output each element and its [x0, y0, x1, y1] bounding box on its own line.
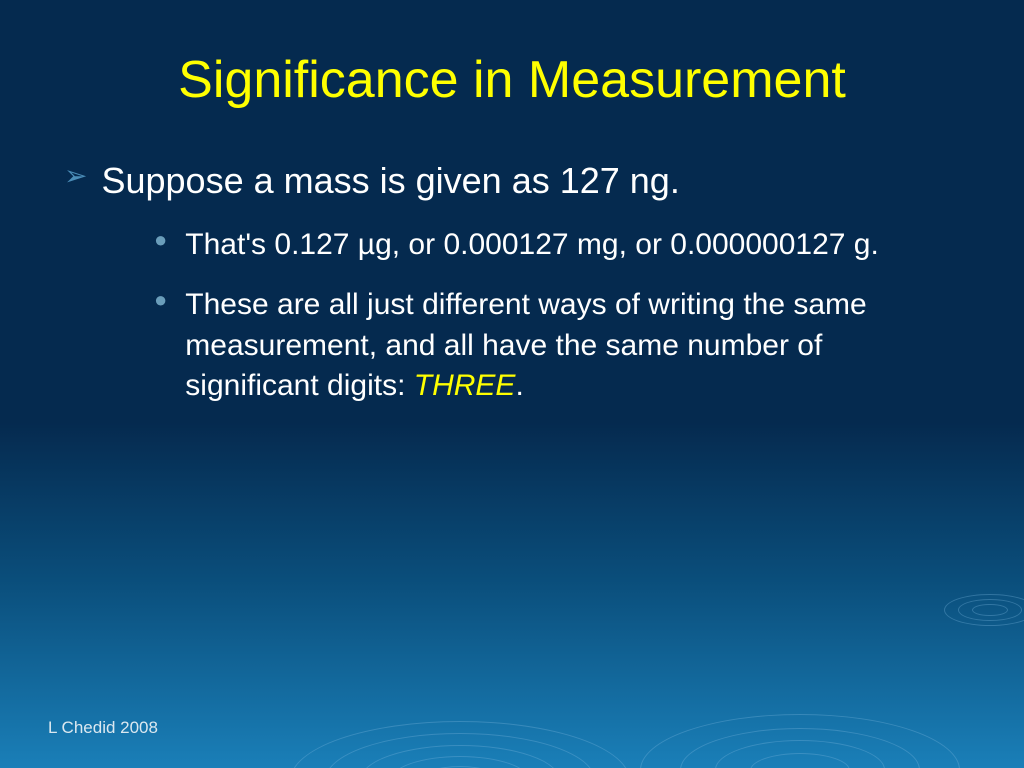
arrow-icon: ➢ — [64, 158, 87, 194]
slide: Significance in Measurement ➢ Suppose a … — [0, 0, 1024, 768]
sub-bullet-text: These are all just different ways of wri… — [185, 285, 964, 407]
bullet-dot-icon: ● — [154, 225, 167, 256]
main-bullet-text: Suppose a mass is given as 127 ng. — [101, 158, 679, 205]
sub-bullet: ● That's 0.127 µg, or 0.000127 mg, or 0.… — [60, 225, 964, 266]
main-bullet: ➢ Suppose a mass is given as 127 ng. — [60, 158, 964, 205]
footer-credit: L Chedid 2008 — [48, 718, 158, 738]
sub-bullet-text-before: These are all just different ways of wri… — [185, 288, 866, 402]
sub-bullet-text-after: . — [515, 369, 523, 402]
slide-title: Significance in Measurement — [60, 50, 964, 110]
emphasized-word: THREE — [414, 369, 516, 402]
bullet-dot-icon: ● — [154, 285, 167, 316]
sub-bullet: ● These are all just different ways of w… — [60, 285, 964, 407]
sub-bullet-text: That's 0.127 µg, or 0.000127 mg, or 0.00… — [185, 225, 879, 266]
